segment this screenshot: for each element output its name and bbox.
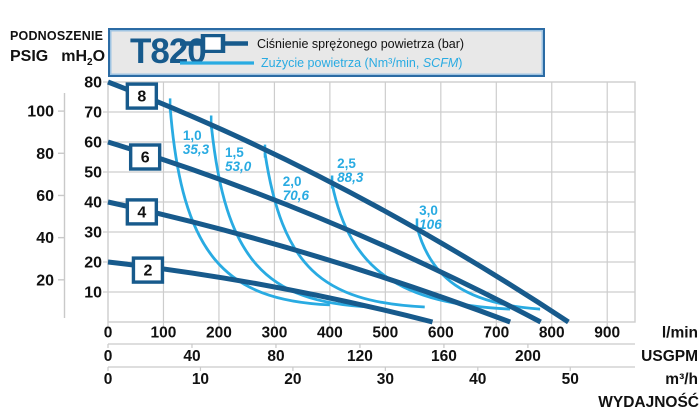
mh2o-unit-label: mH2O [61,48,106,68]
pressure-marker-4bar [125,198,159,226]
tick-label-1-80: 80 [267,348,284,365]
tick-label-0-700: 700 [483,325,509,342]
psig-unit-label: PSIG [10,48,49,65]
mh2o-tick-label-80: 80 [84,75,102,92]
tick-label-2-20: 20 [284,371,301,388]
pressure-marker-label-2bar: 2 [143,263,152,280]
air-label-scfm-1: 53,0 [225,159,252,174]
tick-label-0-100: 100 [151,325,177,342]
mh2o-tick-label-50: 50 [84,165,102,182]
mh2o-tick-label-10: 10 [84,285,102,302]
tick-label-2-30: 30 [377,371,394,388]
tick-label-0-300: 300 [261,325,287,342]
psig-tick-label-100: 100 [27,104,54,121]
air-label-nm3min-2: 2,0 [283,174,302,189]
psig-tick-label-20: 20 [36,272,54,289]
unit-label-1: USGPM [641,348,698,365]
y-axis-unit-labels: PSIG mH2O [10,48,106,68]
unit-label-0: l/min [662,325,698,342]
air-label-scfm-3: 88,3 [337,170,364,185]
chart-header: T820 Ciśnienie sprężonego powietrza (bar… [108,28,545,77]
mh2o-subscript: 2 [87,57,93,68]
tick-label-1-0: 0 [104,348,113,365]
tick-label-0-200: 200 [206,325,232,342]
tick-label-0-800: 800 [539,325,565,342]
tick-label-2-50: 50 [562,371,579,388]
air-label-scfm-0: 35,3 [183,142,210,157]
tick-label-2-0: 0 [104,371,113,388]
pressure-marker-6bar [128,143,162,171]
tick-label-0-0: 0 [104,325,113,342]
air-label-scfm-2: 70,6 [283,188,310,203]
tick-label-1-40: 40 [183,348,200,365]
pressure-marker-label-6bar: 6 [141,150,150,167]
pressure-marker-2bar [131,256,165,284]
tick-label-0-600: 600 [428,325,454,342]
pressure-curve-4bar [107,199,512,325]
y-axis-header: PODNOSZENIE PSIG mH2O [10,29,106,68]
tick-label-0-500: 500 [372,325,398,342]
legend-item-air: Zużycie powietrza (Nm³/min, SCFM) [180,53,540,72]
pressure-marker-8bar [125,82,159,110]
unit-label-2: m³/h [665,371,698,388]
legend-item-pressure: Ciśnienie sprężonego powietrza (bar) [180,34,540,53]
air-label-scfm-4: 106 [419,217,442,232]
tick-label-0-900: 900 [594,325,620,342]
pressure-curve-8bar [107,79,570,325]
tick-label-1-200: 200 [515,348,541,365]
tick-label-1-120: 120 [347,348,373,365]
mh2o-tick-label-20: 20 [84,255,102,272]
capacity-axis-title: WYDAJNOŚĆ [598,393,699,411]
tick-label-0-400: 400 [317,325,343,342]
air-label-nm3min-3: 2,5 [337,156,356,171]
legend-air-label: Zużycie powietrza (Nm³/min, SCFM) [261,55,463,70]
legend-pressure-label: Ciśnienie sprężonego powietrza (bar) [257,36,465,51]
mh2o-tick-label-40: 40 [84,195,102,212]
legend-air-scfm: SCFM [422,55,459,70]
air-curve-1-5 [209,123,370,309]
air-curve-1-0 [168,106,330,307]
mh2o-tick-label-30: 30 [84,225,102,242]
air-curve-2-0 [263,152,425,309]
tick-label-2-40: 40 [469,371,486,388]
tick-label-1-160: 160 [431,348,457,365]
tick-label-2-10: 10 [192,371,209,388]
mh2o-tick-label-60: 60 [84,135,102,152]
air-label-nm3min-1: 1,5 [225,145,244,160]
y-axis-title: PODNOSZENIE [10,29,104,43]
legend: Ciśnienie sprężonego powietrza (bar) Zuż… [180,34,540,72]
mh2o-tick-label-70: 70 [84,105,102,122]
air-line-marker-icon [180,60,254,65]
psig-tick-label-40: 40 [36,230,54,247]
pressure-line-square-marker-icon [180,34,248,53]
pressure-curve-6bar [107,139,542,325]
pressure-marker-label-8bar: 8 [137,89,146,106]
psig-tick-label-80: 80 [36,146,54,163]
air-label-nm3min-0: 1,0 [183,128,202,143]
air-label-nm3min-4: 3,0 [419,203,438,218]
chart-title: T820 [130,32,207,71]
pressure-marker-label-4bar: 4 [137,204,146,221]
psig-tick-label-60: 60 [36,188,54,205]
